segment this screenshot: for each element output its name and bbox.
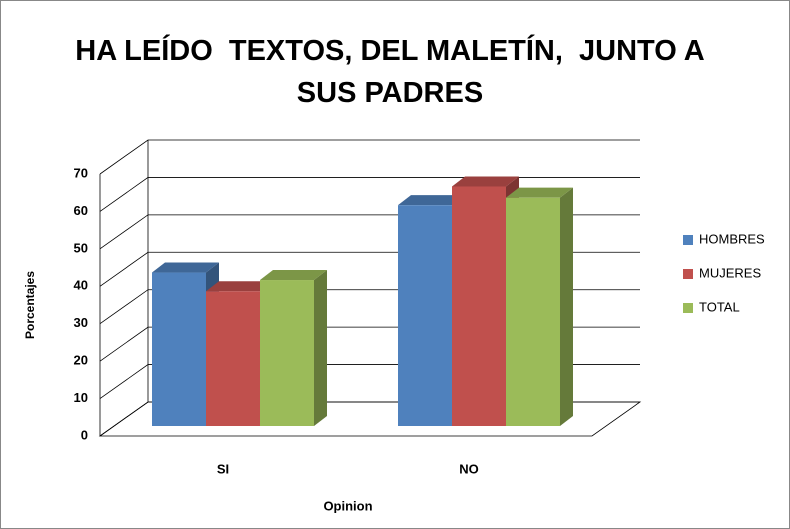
bar — [452, 186, 506, 426]
legend-label: HOMBRES — [699, 231, 765, 246]
y-axis-label: Porcentajes — [23, 271, 37, 339]
chart-title: HA LEÍDO TEXTOS, DEL MALETÍN, JUNTO A SU… — [75, 35, 713, 109]
legend-swatch — [683, 269, 693, 279]
bar — [398, 205, 452, 426]
legend-swatch — [683, 235, 693, 245]
y-tick-label: 60 — [74, 203, 88, 218]
y-tick-label: 50 — [74, 240, 88, 255]
bar-top — [260, 270, 327, 281]
bar-top — [152, 262, 219, 273]
bar-top — [506, 187, 573, 198]
bar-top — [398, 195, 465, 206]
y-tick-label: 10 — [74, 390, 88, 405]
y-tick-label: 0 — [81, 427, 88, 442]
bar-side — [314, 270, 327, 426]
bar-top — [452, 176, 519, 187]
bar — [152, 272, 206, 426]
x-tick-label: SI — [217, 461, 229, 476]
y-tick-label: 30 — [74, 315, 88, 330]
legend-swatch — [683, 303, 693, 313]
bar — [260, 280, 314, 426]
y-tick-label: 70 — [74, 165, 88, 180]
y-tick-label: 20 — [74, 353, 88, 368]
x-tick-label: NO — [459, 461, 479, 476]
bar-top — [206, 281, 273, 292]
legend-label: MUJERES — [699, 265, 761, 280]
bar — [206, 291, 260, 426]
legend-label: TOTAL — [699, 299, 740, 314]
y-tick-label: 40 — [74, 278, 88, 293]
bar — [506, 197, 560, 426]
bar-side — [560, 187, 573, 426]
x-axis-label: Opinion — [323, 498, 372, 513]
